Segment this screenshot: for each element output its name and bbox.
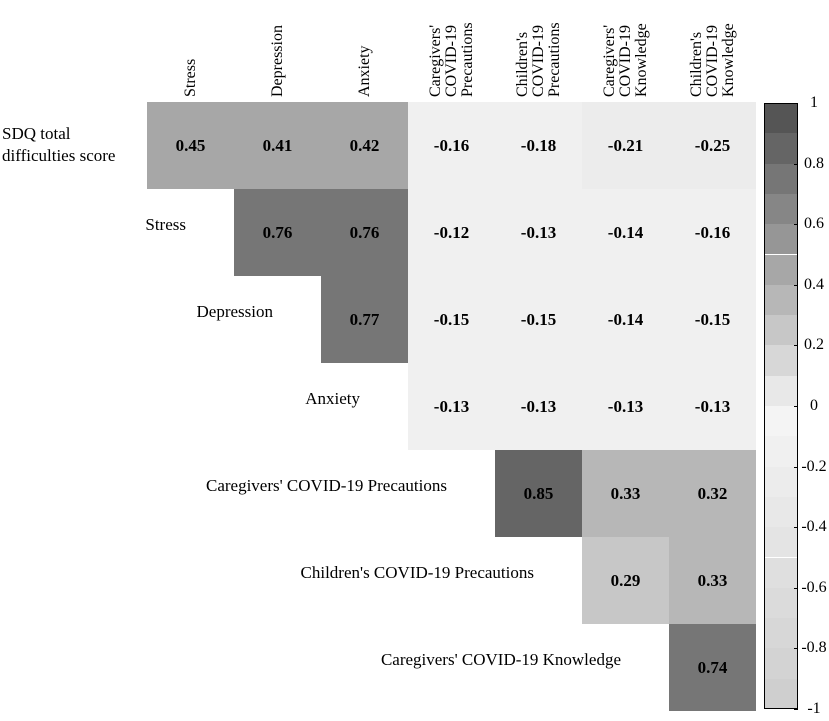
heatmap-cell: -0.21 [582, 102, 669, 189]
colorbar-band [764, 678, 798, 709]
heatmap-cell: -0.16 [669, 189, 756, 276]
heatmap-cell: -0.15 [495, 276, 582, 363]
colorbar-band [764, 163, 798, 194]
column-label: Children's COVID-19 Precautions [513, 22, 563, 97]
colorbar-tick [794, 224, 798, 226]
colorbar-band [764, 133, 798, 164]
colorbar-band [764, 618, 798, 649]
row-label: Depression [196, 302, 273, 321]
heatmap-cell: 0.32 [669, 450, 756, 537]
colorbar-band [764, 375, 798, 406]
colorbar-tick [794, 527, 798, 529]
colorbar-tick-label: 0 [810, 397, 818, 414]
heatmap-cell: -0.16 [408, 102, 495, 189]
colorbar-tick-label: -1 [807, 700, 821, 717]
colorbar-band [764, 496, 798, 528]
colorbar-tick-label: 0.2 [804, 336, 824, 354]
row-label: Stress [145, 215, 186, 234]
colorbar-tick-label: -0.2 [801, 457, 827, 475]
heatmap-cell: -0.12 [408, 189, 495, 276]
heatmap-cell: -0.15 [408, 276, 495, 363]
colorbar-band [764, 254, 798, 285]
colorbar-tick [794, 466, 798, 468]
colorbar-tick [794, 648, 798, 650]
heatmap-cell: -0.15 [669, 276, 756, 363]
column-label: Anxiety [355, 45, 373, 97]
heatmap-cell: 0.45 [147, 102, 234, 189]
heatmap-cell: -0.13 [495, 363, 582, 450]
heatmap-cell: 0.76 [234, 189, 321, 276]
heatmap-cell: -0.14 [582, 189, 669, 276]
column-label: Caregivers' COVID-19 Knowledge [600, 23, 650, 97]
colorbar-tick-label: -0.6 [801, 578, 827, 596]
row-label: Caregivers' COVID-19 Precautions [205, 476, 447, 495]
colorbar-tick [794, 163, 798, 165]
heatmap-cell: 0.41 [234, 102, 321, 189]
colorbar-tick-label: 0.4 [804, 275, 824, 293]
colorbar-frame [764, 103, 798, 709]
colorbar-tick [794, 345, 798, 347]
colorbar-tick-label: 0.8 [804, 154, 824, 172]
heatmap-cell: -0.14 [582, 276, 669, 363]
heatmap-cell: 0.33 [582, 450, 669, 537]
heatmap-cell: 0.85 [495, 450, 582, 537]
heatmap-cell: -0.25 [669, 102, 756, 189]
column-label: Depression [268, 25, 286, 97]
colorbar-band [764, 527, 798, 558]
colorbar-tick-label: -0.8 [801, 639, 827, 657]
colorbar-band [764, 193, 798, 225]
row-label: Caregivers' COVID-19 Knowledge [380, 650, 621, 669]
heatmap-cell: -0.13 [495, 189, 582, 276]
colorbar-tick-label: 1 [810, 94, 818, 111]
column-label: Caregivers' COVID-19 Precautions [426, 22, 476, 97]
heatmap-cell: 0.33 [669, 537, 756, 624]
heatmap-cell: 0.74 [669, 624, 756, 711]
heatmap-cell: -0.18 [495, 102, 582, 189]
colorbar-band [764, 103, 798, 134]
colorbar-band [764, 587, 798, 619]
colorbar-tick-label: 0.6 [804, 215, 824, 233]
heatmap-cell: 0.76 [321, 189, 408, 276]
colorbar-band [764, 406, 798, 437]
colorbar-tick-label: -0.4 [801, 518, 827, 536]
row-label: Children's COVID-19 Precautions [300, 563, 534, 582]
heatmap-cell: 0.29 [582, 537, 669, 624]
row-label: SDQ total difficulties score [2, 124, 116, 165]
heatmap-cell: -0.13 [408, 363, 495, 450]
colorbar-tick [794, 709, 798, 710]
colorbar-tick [794, 103, 798, 104]
colorbar-band [764, 315, 798, 346]
colorbar-band [764, 345, 798, 376]
colorbar-tick [794, 406, 798, 407]
colorbar-band [764, 224, 798, 255]
colorbar-tick [794, 587, 798, 589]
colorbar-band [764, 436, 798, 467]
row-label: Anxiety [305, 389, 360, 408]
colorbar-band [764, 557, 798, 588]
colorbar-band [764, 284, 798, 316]
colorbar-band [764, 466, 798, 497]
column-label: Stress [181, 58, 199, 97]
heatmap-cell: 0.42 [321, 102, 408, 189]
colorbar-band [764, 648, 798, 679]
heatmap-cell: 0.77 [321, 276, 408, 363]
column-label: Children's COVID-19 Knowledge [687, 23, 737, 97]
heatmap-cell: -0.13 [582, 363, 669, 450]
heatmap-cell: -0.13 [669, 363, 756, 450]
colorbar-tick [794, 284, 798, 286]
